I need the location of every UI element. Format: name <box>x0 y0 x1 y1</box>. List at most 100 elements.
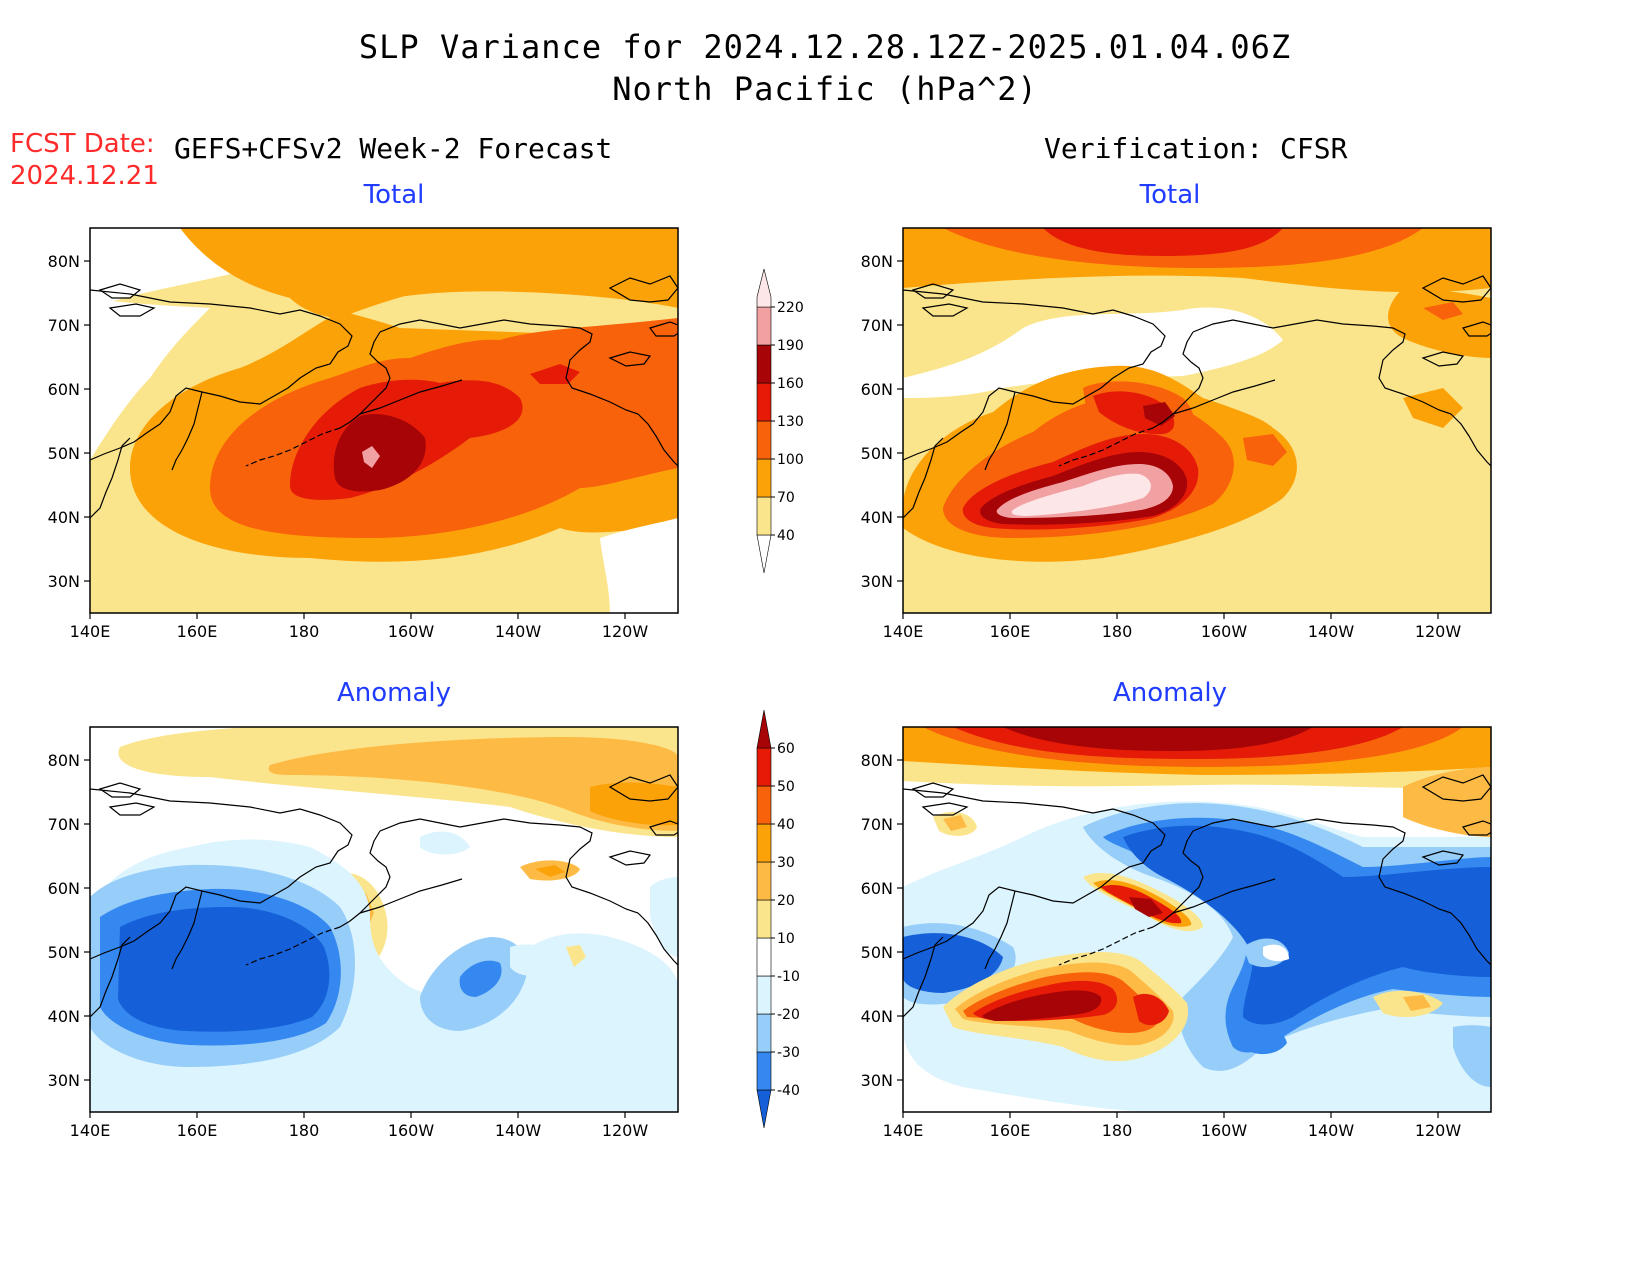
colorbar-swatch <box>756 306 772 346</box>
lon-tick-label: 180 <box>289 1121 320 1140</box>
figure-title-line2: North Pacific (hPa^2) <box>612 70 1038 108</box>
colorbar-level-label: 30 <box>777 855 795 871</box>
panel-title-bottom-left: Anomaly <box>336 678 452 708</box>
colorbar-level-label: 70 <box>777 490 795 506</box>
colorbar-swatch <box>756 747 772 787</box>
right-header: Verification: CFSR <box>1044 132 1348 165</box>
colorbar-swatch <box>756 1089 772 1129</box>
lon-tick-label: 140E <box>70 622 111 641</box>
lat-tick-label: 50N <box>861 444 893 463</box>
lat-tick-label: 40N <box>48 1007 80 1026</box>
lon-tick-label: 140E <box>883 622 924 641</box>
lat-tick-label: 80N <box>48 751 80 770</box>
lon-tick-label: 120W <box>602 1121 649 1140</box>
colorbar-level-label: 40 <box>777 817 795 833</box>
lat-tick-label: 80N <box>48 252 80 271</box>
figure-title-line1: SLP Variance for 2024.12.28.12Z-2025.01.… <box>358 28 1292 66</box>
lon-tick-label: 160E <box>990 1121 1031 1140</box>
lat-tick-label: 80N <box>861 751 893 770</box>
lat-tick-label: 60N <box>48 380 80 399</box>
lat-tick-label: 80N <box>861 252 893 271</box>
colorbar-level-label: -30 <box>777 1045 800 1061</box>
colorbar-level-label: 160 <box>777 376 804 392</box>
map-panel-top-left <box>90 228 678 613</box>
colorbar-level-label: 10 <box>777 931 795 947</box>
colorbar-swatch <box>756 1051 772 1091</box>
colorbar-anomaly: -40 -30 -20 -10 10 20 30 40 50 60 <box>756 709 800 1129</box>
lon-tick-label: 160W <box>388 622 435 641</box>
lat-tick-label: 60N <box>861 879 893 898</box>
colorbar-swatch <box>756 344 772 384</box>
colorbar-swatch <box>756 1013 772 1053</box>
lon-tick-label: 160E <box>177 622 218 641</box>
colorbar-swatch <box>756 268 772 308</box>
map-panel-top-right <box>903 228 1491 613</box>
lat-tick-label: 30N <box>861 1071 893 1090</box>
lon-tick-label: 180 <box>1102 1121 1133 1140</box>
colorbar-swatch <box>756 709 772 749</box>
colorbar-level-label: 60 <box>777 741 795 757</box>
panel-title-top-left: Total <box>363 180 425 210</box>
lon-tick-label: 120W <box>602 622 649 641</box>
lat-tick-label: 60N <box>48 879 80 898</box>
colorbar-level-label: 40 <box>777 528 795 544</box>
colorbar-swatch <box>756 785 772 825</box>
map-panel-bottom-left <box>90 727 678 1112</box>
lat-tick-label: 40N <box>861 508 893 527</box>
colorbar-swatch <box>756 458 772 498</box>
lon-tick-label: 160W <box>1201 1121 1248 1140</box>
lon-tick-label: 180 <box>1102 622 1133 641</box>
lon-tick-label: 180 <box>289 622 320 641</box>
left-header: GEFS+CFSv2 Week-2 Forecast <box>174 132 613 165</box>
lon-tick-label: 160W <box>1201 622 1248 641</box>
lon-tick-label: 140E <box>70 1121 111 1140</box>
colorbar-level-label: 20 <box>777 893 795 909</box>
fcst-label: FCST Date: <box>10 129 155 159</box>
colorbar-level-label: -40 <box>777 1083 800 1099</box>
colorbar-level-label: 130 <box>777 414 804 430</box>
lon-tick-label: 140W <box>495 622 542 641</box>
lat-tick-label: 70N <box>48 815 80 834</box>
colorbar-swatch <box>756 899 772 939</box>
lat-tick-label: 70N <box>861 815 893 834</box>
colorbar-level-label: 190 <box>777 338 804 354</box>
map-panel-bottom-right <box>903 727 1491 1112</box>
lon-tick-label: 160E <box>177 1121 218 1140</box>
fcst-date: 2024.12.21 <box>10 161 159 191</box>
colorbar-level-label: 50 <box>777 779 795 795</box>
colorbar-swatch <box>756 975 772 1015</box>
colorbar-level-label: -10 <box>777 969 800 985</box>
lat-tick-label: 30N <box>861 572 893 591</box>
colorbar-swatch <box>756 823 772 863</box>
colorbar-level-label: 220 <box>777 300 804 316</box>
colorbar-swatch <box>756 861 772 901</box>
colorbar-swatch <box>756 937 772 977</box>
frames <box>89 227 1492 1113</box>
lat-tick-label: 70N <box>861 316 893 335</box>
lat-tick-label: 30N <box>48 1071 80 1090</box>
lon-tick-label: 140W <box>1308 1121 1355 1140</box>
colorbar-level-label: 100 <box>777 452 804 468</box>
lon-tick-label: 140W <box>1308 622 1355 641</box>
lat-tick-label: 40N <box>861 1007 893 1026</box>
lon-tick-label: 120W <box>1415 1121 1462 1140</box>
lat-tick-label: 70N <box>48 316 80 335</box>
lon-tick-label: 140E <box>883 1121 924 1140</box>
lon-tick-label: 120W <box>1415 622 1462 641</box>
colorbar-swatch <box>756 382 772 422</box>
lon-tick-label: 160E <box>990 622 1031 641</box>
lat-tick-label: 30N <box>48 572 80 591</box>
colorbar-total: 40 70 100 130 160 190 220 <box>756 268 804 574</box>
lat-tick-label: 50N <box>861 943 893 962</box>
lat-tick-label: 50N <box>48 444 80 463</box>
colorbar-swatch <box>756 496 772 536</box>
colorbar-level-label: -20 <box>777 1007 800 1023</box>
lat-tick-label: 40N <box>48 508 80 527</box>
colorbar-swatch <box>756 420 772 460</box>
lat-tick-label: 50N <box>48 943 80 962</box>
panel-title-bottom-right: Anomaly <box>1112 678 1228 708</box>
lon-tick-label: 140W <box>495 1121 542 1140</box>
lon-tick-label: 160W <box>388 1121 435 1140</box>
lat-tick-label: 60N <box>861 380 893 399</box>
